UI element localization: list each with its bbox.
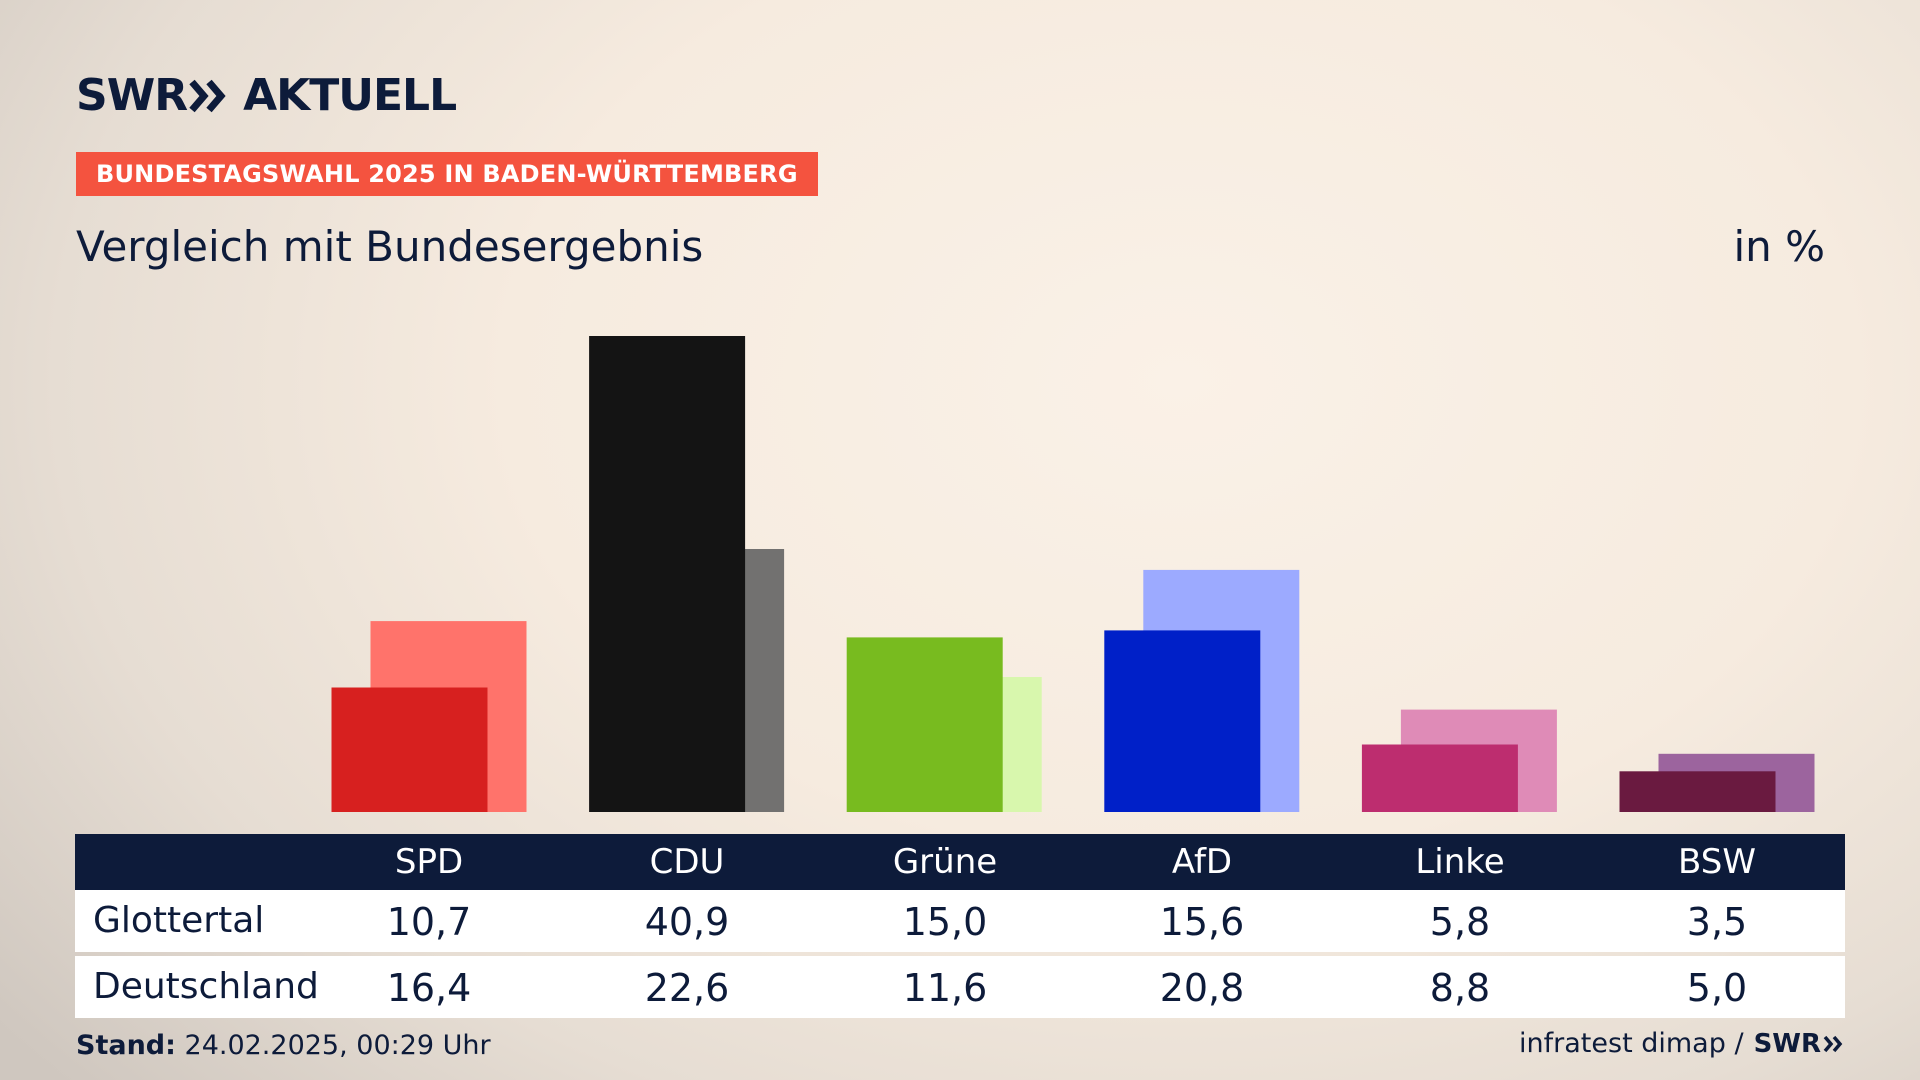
cell-value: 3,5 <box>1686 900 1748 944</box>
bar-afd-glottertal <box>1104 630 1261 812</box>
bar-spd-glottertal <box>331 687 488 812</box>
table-row-glottertal: Glottertal 10,7 40,9 15,0 15,6 5,8 3,5 <box>75 890 1845 952</box>
cell-value: 10,7 <box>386 900 472 944</box>
source-logo-text: SWR <box>1753 1028 1821 1059</box>
bar-bsw-glottertal <box>1619 771 1776 812</box>
double-chevron-icon <box>1823 1035 1843 1052</box>
bar-linke-glottertal <box>1361 744 1518 812</box>
bar-cdu-glottertal <box>589 336 746 812</box>
cell-value: 8,8 <box>1429 966 1491 1010</box>
double-chevron-icon <box>189 79 226 112</box>
bar-chart <box>331 336 1815 812</box>
bar-grne-glottertal <box>846 637 1003 812</box>
column-header-afd: AfD <box>1171 842 1233 882</box>
column-header-spd: SPD <box>394 842 464 882</box>
cell-value: 16,4 <box>386 966 472 1010</box>
cell-value: 5,0 <box>1686 966 1748 1010</box>
results-table: SPD CDU Grüne AfD Linke BSW Glottertal 10,7 4… <box>75 834 1845 1018</box>
chart-title: Vergleich mit Bundesergebnis <box>76 222 704 271</box>
source-credit: infratest dimap / SWR <box>1519 1028 1845 1059</box>
table-header: SPD CDU Grüne AfD Linke BSW <box>75 834 1845 890</box>
row-label: Deutschland <box>93 966 319 1007</box>
swr-aktuell-logo: SWR AKTUELL <box>76 70 457 121</box>
unit-label: in % <box>1733 222 1825 271</box>
cell-value: 20,8 <box>1159 966 1245 1010</box>
source-text: infratest dimap / <box>1519 1028 1744 1059</box>
cell-value: 22,6 <box>644 966 730 1010</box>
column-header-grne: Grüne <box>892 842 998 882</box>
cell-value: 15,0 <box>902 900 988 944</box>
cell-value: 5,8 <box>1429 900 1491 944</box>
table-row-deutschland: Deutschland 16,4 22,6 11,6 20,8 8,8 5,0 <box>75 956 1845 1018</box>
cell-value: 40,9 <box>644 900 730 944</box>
stand-label: Stand: <box>76 1030 176 1061</box>
cell-value: 15,6 <box>1159 900 1245 944</box>
column-header-cdu: CDU <box>649 842 725 882</box>
timestamp: Stand: 24.02.2025, 00:29 Uhr <box>76 1030 491 1061</box>
logo-swr-text: SWR <box>76 70 188 121</box>
election-badge: BUNDESTAGSWAHL 2025 IN BADEN-WÜRTTEMBERG <box>76 152 818 196</box>
logo-aktuell-text: AKTUELL <box>243 70 457 121</box>
column-header-linke: Linke <box>1415 842 1505 882</box>
cell-value: 11,6 <box>902 966 988 1010</box>
row-label: Glottertal <box>93 900 265 941</box>
stand-value: 24.02.2025, 00:29 Uhr <box>184 1030 491 1061</box>
column-header-bsw: BSW <box>1678 842 1756 882</box>
